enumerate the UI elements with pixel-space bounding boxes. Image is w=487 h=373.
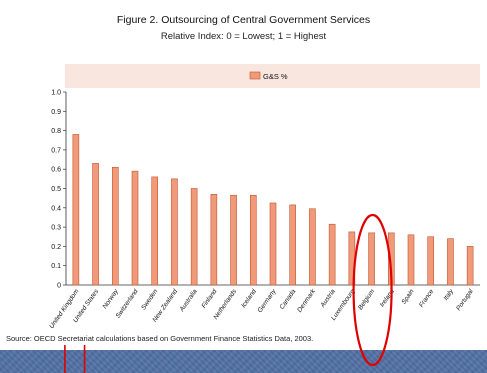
bar bbox=[407, 234, 415, 286]
figure-page bbox=[0, 0, 487, 350]
x-tick-label: Norway bbox=[102, 288, 121, 311]
bar bbox=[190, 188, 198, 286]
bar bbox=[171, 178, 178, 286]
y-tick-label: 0.6 bbox=[51, 167, 61, 174]
annotations bbox=[64, 213, 393, 373]
y-tick-label: 0 bbox=[57, 283, 61, 290]
x-tick-label: Iceland bbox=[240, 288, 258, 309]
x-tick-label: Italy bbox=[442, 288, 455, 302]
x-tick-label: Denmark bbox=[296, 288, 317, 314]
x-tick-label: Germany bbox=[257, 288, 278, 315]
x-tick-label: Belgium bbox=[357, 288, 377, 312]
bar bbox=[230, 194, 237, 286]
bar bbox=[309, 208, 316, 286]
y-tick-label: 0.3 bbox=[51, 225, 61, 232]
y-tick-label: 0.5 bbox=[51, 186, 61, 193]
bar bbox=[111, 166, 119, 286]
bar bbox=[92, 163, 99, 286]
x-tick-label: Ireland bbox=[379, 288, 396, 309]
legend-swatch bbox=[249, 71, 261, 80]
x-tick-label: Finland bbox=[201, 288, 219, 310]
y-tick-label: 0.9 bbox=[51, 109, 61, 116]
bar bbox=[269, 202, 277, 286]
y-tick-label: 0.2 bbox=[51, 244, 61, 251]
bar bbox=[466, 246, 474, 286]
bars bbox=[72, 134, 474, 286]
source-note: Source: OECD Secretariat calculations ba… bbox=[6, 334, 314, 343]
x-tick-label: France bbox=[418, 288, 436, 309]
bar bbox=[368, 232, 375, 286]
x-tick-label: Canada bbox=[279, 288, 298, 311]
x-tick-label: Sweden bbox=[140, 288, 159, 312]
bar bbox=[131, 170, 139, 286]
bar bbox=[249, 194, 257, 286]
y-tick-label: 0.8 bbox=[51, 128, 61, 135]
y-tick-label: 0.7 bbox=[51, 147, 61, 154]
bar bbox=[447, 238, 454, 286]
bar bbox=[427, 236, 435, 286]
x-tick-label: Australia bbox=[178, 288, 199, 314]
y-tick-label: 1.0 bbox=[51, 90, 61, 97]
bar bbox=[210, 193, 218, 286]
x-tick-label: Spain bbox=[400, 288, 415, 306]
legend-band bbox=[65, 64, 480, 88]
y-tick-label: 0.1 bbox=[51, 263, 61, 270]
y-tick-label: 0.4 bbox=[51, 205, 61, 212]
bar bbox=[151, 176, 159, 286]
chart-title: Figure 2. Outsourcing of Central Governm… bbox=[116, 14, 371, 26]
y-axis-ticks: 0 0.1 0.2 0.3 0.4 0.5 0.6 0.7 0.8 0.9 1.0 bbox=[51, 90, 66, 290]
x-tick-label: Austria bbox=[319, 288, 337, 310]
highlight-ellipse bbox=[352, 213, 393, 367]
bar bbox=[72, 134, 80, 286]
x-tick-label: Portugal bbox=[455, 288, 475, 312]
chart-subtitle: Relative Index: 0 = Lowest; 1 = Highest bbox=[160, 31, 327, 42]
bar bbox=[328, 223, 336, 286]
legend-label: G&S % bbox=[263, 72, 288, 81]
bar bbox=[289, 204, 297, 286]
